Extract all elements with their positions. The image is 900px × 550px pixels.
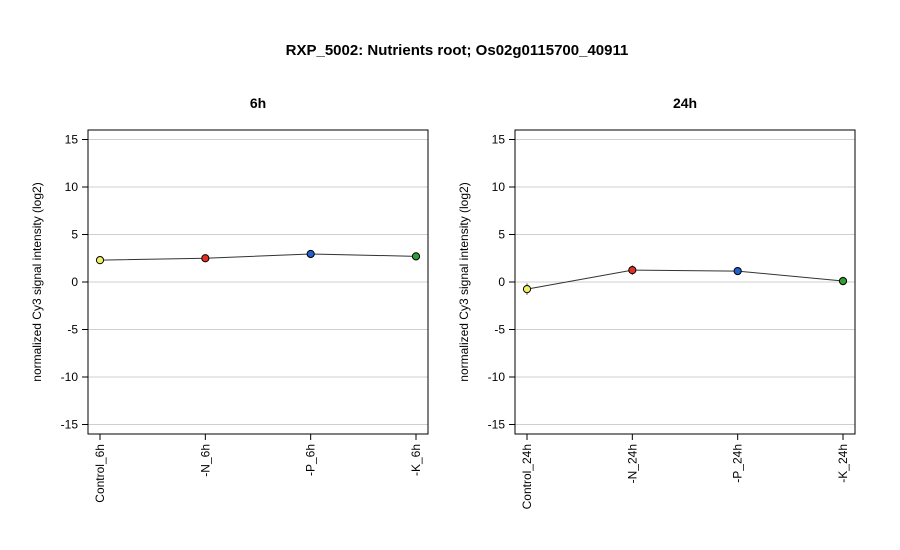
- y-tick-label: -10: [488, 370, 506, 384]
- data-point: [838, 276, 848, 286]
- plot-frame: [87, 129, 429, 435]
- y-tick-label: 0: [71, 275, 78, 289]
- y-axis-label: normalized Cy3 signal intensity (log2): [457, 182, 471, 381]
- x-tick-label: -N_6h: [198, 444, 212, 477]
- y-tick-label: 0: [498, 275, 505, 289]
- chart-panel-2: 24h -15 -10 -5 0 5 10 15 normalized Cy3 signal i…: [457, 95, 856, 509]
- y-tick-label: -15: [61, 418, 79, 432]
- panel-title: 24h: [673, 95, 697, 111]
- x-tick-label: -K_24h: [836, 444, 850, 483]
- data-point: [306, 249, 315, 259]
- data-point: [201, 254, 210, 263]
- plot-frame: [514, 129, 856, 435]
- x-tick-label: -P_24h: [731, 444, 745, 483]
- y-tick-label: -5: [494, 323, 505, 337]
- y-tick-label: 10: [65, 180, 79, 194]
- data-point: [628, 266, 637, 275]
- data-point: [522, 285, 532, 294]
- y-tick-label: 5: [71, 228, 78, 242]
- y-tick-label: 15: [65, 133, 79, 147]
- y-tick-label: 5: [498, 228, 505, 242]
- y-tick-label: -10: [61, 370, 79, 384]
- y-tick-label: 15: [492, 133, 506, 147]
- chart-panel-1: 6h -15 -10 -5 0 5 10 15 normalized Cy3 signal in…: [30, 95, 429, 503]
- data-point: [95, 256, 105, 265]
- x-tick-label: -P_6h: [304, 444, 318, 476]
- data-point: [733, 266, 742, 276]
- x-tick-label: -N_24h: [625, 444, 639, 483]
- y-tick-label: -15: [488, 418, 506, 432]
- series-line: [526, 269, 844, 290]
- panel-title: 6h: [250, 95, 266, 111]
- chart-title: RXP_5002: Nutrients root; Os02g0115700_4…: [286, 42, 629, 59]
- x-tick-label: Control_6h: [93, 444, 107, 503]
- data-point: [411, 252, 421, 261]
- x-tick-label: Control_24h: [520, 444, 534, 509]
- y-tick-label: -5: [67, 323, 78, 337]
- x-tick-label: -K_6h: [409, 444, 423, 476]
- y-tick-label: 10: [492, 180, 506, 194]
- y-axis-label: normalized Cy3 signal intensity (log2): [30, 182, 44, 381]
- series-line: [99, 253, 417, 261]
